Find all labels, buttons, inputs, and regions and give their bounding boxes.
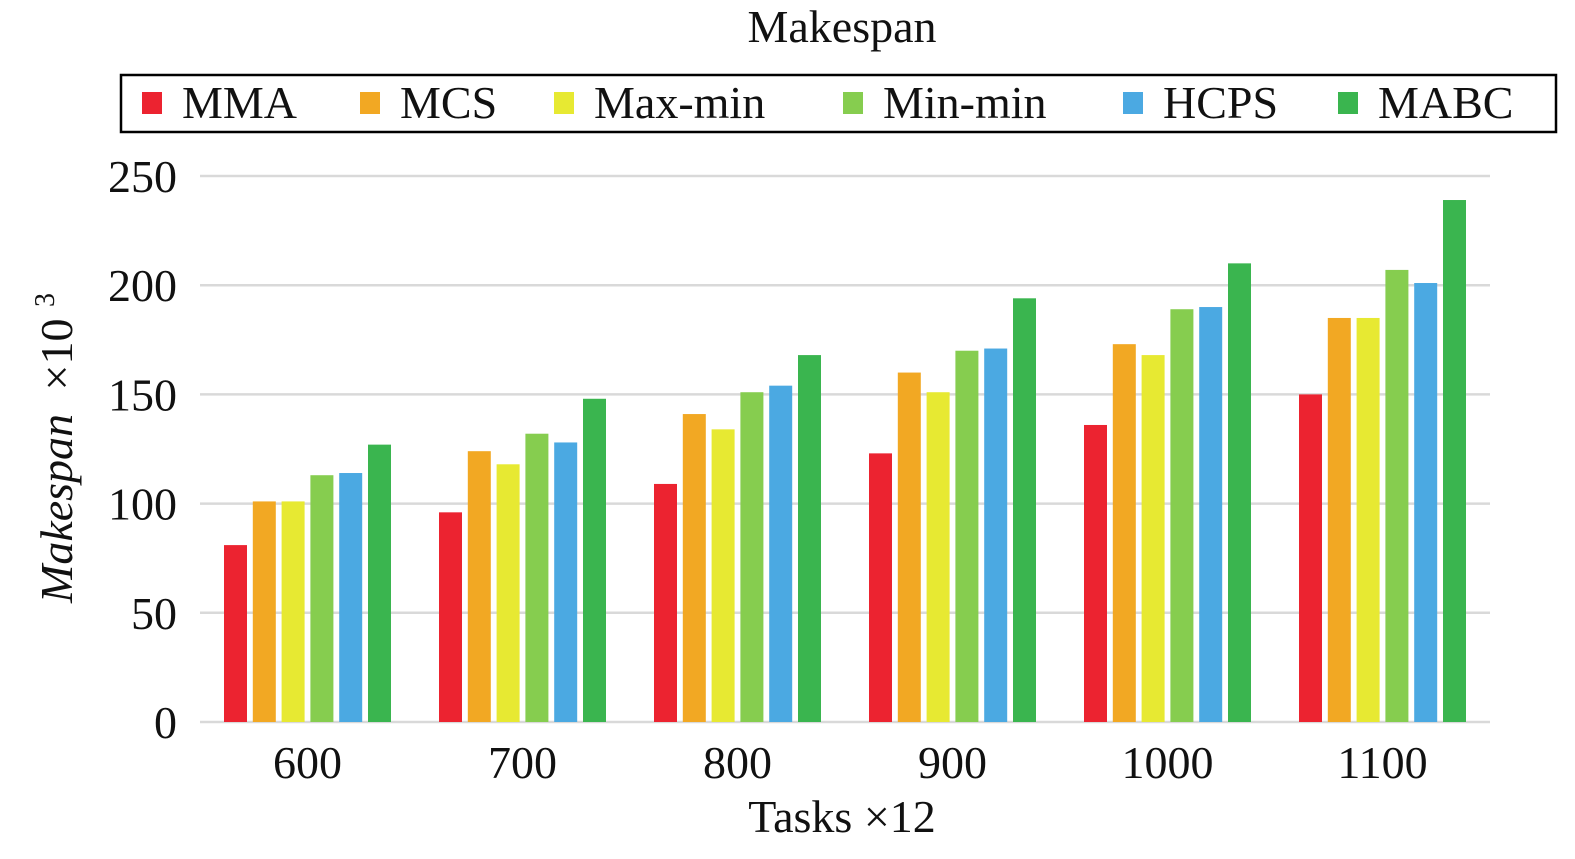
bar-min-min-900 (955, 350, 979, 722)
x-tick-label: 900 (918, 737, 987, 788)
bar-min-min-800 (740, 392, 764, 722)
legend-label-mabc: MABC (1378, 77, 1513, 128)
bar-max-min-900 (926, 392, 950, 722)
y-axis-ticks: 0 50 100 150 200 250 (108, 151, 177, 748)
bar-max-min-800 (711, 429, 735, 722)
bar-min-min-1000 (1170, 309, 1194, 722)
bar-hcps-900 (984, 348, 1008, 722)
bar-mcs-900 (897, 372, 921, 722)
legend-label-min-min: Min-min (883, 77, 1047, 128)
y-tick-label: 100 (108, 479, 177, 530)
x-tick-label: 1000 (1122, 737, 1214, 788)
x-tick-label: 700 (488, 737, 557, 788)
gridlines (200, 174, 1490, 724)
x-tick-label: 800 (703, 737, 772, 788)
bar-hcps-1000 (1199, 307, 1223, 722)
bar-mcs-1100 (1327, 317, 1351, 722)
bar-max-min-1100 (1356, 317, 1380, 722)
legend-swatch-min-min (843, 92, 863, 114)
legend-label-max-min: Max-min (594, 77, 765, 128)
x-axis-ticks: 600 700 800 900 1000 1100 (273, 737, 1428, 788)
bar-mma-1100 (1299, 394, 1322, 722)
bar-min-min-700 (525, 433, 549, 722)
bar-mcs-600 (252, 501, 276, 722)
bar-hcps-700 (554, 442, 578, 722)
y-tick-label: 250 (108, 151, 177, 202)
bar-mabc-900 (1013, 298, 1036, 722)
bar-max-min-600 (281, 501, 305, 722)
legend-swatch-mcs (360, 92, 380, 114)
bar-mabc-700 (583, 398, 606, 722)
bar-mma-700 (439, 512, 462, 722)
x-tick-label: 600 (273, 737, 342, 788)
bar-mabc-1000 (1228, 263, 1251, 722)
bar-max-min-1000 (1141, 355, 1165, 722)
y-axis-label-exponent: 3 (30, 293, 61, 307)
bar-mabc-600 (368, 444, 391, 722)
bar-min-min-600 (310, 475, 334, 722)
legend-swatch-mma (142, 92, 162, 114)
y-axis-label-suffix: ×10 (31, 318, 82, 390)
bar-hcps-1100 (1414, 283, 1438, 722)
legend-label-mma: MMA (182, 77, 297, 128)
bar-mabc-800 (798, 355, 821, 722)
legend-swatch-hcps (1123, 92, 1143, 114)
legend-label-mcs: MCS (400, 77, 497, 128)
bar-hcps-800 (769, 385, 793, 722)
bar-min-min-1100 (1385, 269, 1409, 722)
y-axis-label: Makespan ×10 3 (30, 293, 82, 604)
bar-hcps-600 (339, 473, 363, 722)
y-tick-label: 0 (154, 697, 177, 748)
bar-mma-900 (869, 453, 892, 722)
bar-mma-1000 (1084, 424, 1107, 722)
bar-mabc-1100 (1443, 200, 1466, 723)
legend-swatch-max-min (554, 92, 574, 114)
chart-title: Makespan (747, 1, 936, 52)
y-tick-label: 50 (131, 588, 177, 639)
legend-label-hcps: HCPS (1163, 77, 1278, 128)
y-tick-label: 200 (108, 260, 177, 311)
y-tick-label: 150 (108, 369, 177, 420)
bar-mcs-1000 (1112, 344, 1136, 722)
bar-mcs-700 (467, 451, 491, 722)
bar-max-min-700 (496, 464, 520, 722)
y-axis-label-main: Makespan (31, 414, 82, 604)
bar-mcs-800 (682, 414, 706, 722)
x-axis-label: Tasks ×12 (748, 791, 936, 842)
legend: MMA MCS Max-min Min-min HCPS MABC (119, 73, 1558, 134)
bar-mma-800 (654, 483, 677, 722)
legend-swatch-mabc (1338, 92, 1358, 114)
bars (224, 200, 1466, 723)
bar-mma-600 (224, 545, 247, 722)
x-tick-label: 1100 (1337, 737, 1427, 788)
